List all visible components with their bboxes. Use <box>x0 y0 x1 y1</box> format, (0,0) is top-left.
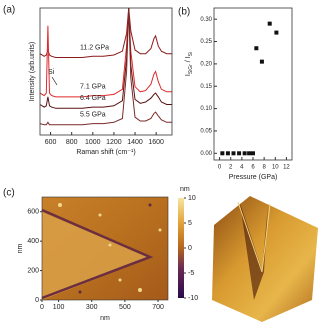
y-tick-label: 0.00 <box>200 151 212 157</box>
x-tick-label: 0 <box>218 165 222 171</box>
x-tick-label: 500 <box>119 304 131 311</box>
plot-frame <box>213 7 293 161</box>
spectrum <box>39 7 172 126</box>
annotation-arrow <box>51 76 58 86</box>
y-tick-label: 0.25 <box>200 39 212 45</box>
y-tick-label: 0 <box>35 297 39 304</box>
y-tick-label: 0.05 <box>200 129 212 135</box>
x-tick-label: 1600 <box>148 139 164 146</box>
x-tick-label: 700 <box>152 304 164 311</box>
x-tick-label: 1000 <box>85 139 101 146</box>
series-label: 6.4 GPa <box>80 95 106 102</box>
annotation: Si <box>48 69 55 76</box>
x-tick-label: 6 <box>251 165 255 171</box>
x-tick-label: 100 <box>53 304 65 311</box>
y-tick-label: 600 <box>27 209 39 216</box>
y-axis-label: ISiGr / ISi <box>185 52 194 76</box>
y-axis-label: Intensity (arb.units) <box>29 42 36 102</box>
point <box>242 151 247 156</box>
x-tick-label: 2 <box>229 165 233 171</box>
colorbar-tick-label: 0 <box>188 245 192 252</box>
panel-label: (a) <box>3 5 15 16</box>
x-tick-label: 0 <box>40 304 44 311</box>
plot-frame <box>41 196 169 301</box>
y-tick-label: 0.20 <box>200 61 212 67</box>
y-tick-label: 400 <box>27 238 39 245</box>
point <box>267 21 272 26</box>
point <box>259 59 264 64</box>
y-axis-label-part: Si <box>188 52 194 56</box>
colorbar <box>178 198 184 298</box>
x-tick-label: 4 <box>240 165 244 171</box>
series-label: 5.5 GPa <box>80 112 106 119</box>
point <box>231 151 236 156</box>
x-axis-label: nm <box>100 315 110 322</box>
x-tick-label: 300 <box>86 304 98 311</box>
y-tick-label: 200 <box>27 267 39 274</box>
x-tick-label: 8 <box>262 165 266 171</box>
x-tick-label: 600 <box>45 139 57 146</box>
y-tick-label: 0.10 <box>200 106 212 112</box>
point <box>225 151 230 156</box>
x-tick-label: 1400 <box>127 139 143 146</box>
x-tick-label: 800 <box>66 139 78 146</box>
point <box>251 151 255 156</box>
y-tick-label: 0.15 <box>200 84 212 90</box>
panel-label: (c) <box>3 188 15 199</box>
x-axis-label: Raman shift (cm⁻¹) <box>76 149 135 156</box>
point <box>220 151 225 156</box>
panel-label: (b) <box>178 7 190 18</box>
y-axis-label: nm <box>17 243 24 253</box>
point <box>247 151 252 156</box>
plot-frame <box>39 7 173 136</box>
y-axis-label-part: I <box>185 74 192 76</box>
colorbar-tick-label: 5 <box>188 220 192 227</box>
colorbar-tick-label: 10 <box>188 195 196 202</box>
y-tick-label: 0.30 <box>200 17 212 23</box>
x-tick-label: 1200 <box>106 139 122 146</box>
x-tick-label: 10 <box>272 165 279 171</box>
x-tick-label: 12 <box>283 165 290 171</box>
afm-image <box>41 197 168 300</box>
colorbar-tick-label: -10 <box>188 295 198 302</box>
colorbar-tick-label: -5 <box>188 270 194 277</box>
afm-3d <box>212 196 318 322</box>
series-label: 11.2 GPa <box>80 44 109 51</box>
point <box>274 30 279 35</box>
x-axis-label: Pressure (GPa) <box>229 174 278 181</box>
spectrum <box>39 7 172 98</box>
spectrum <box>39 7 172 58</box>
point <box>254 46 259 51</box>
series-label: 7.1 GPa <box>80 84 106 91</box>
spectrum <box>39 7 172 109</box>
y-axis-label-part: / I <box>185 56 192 64</box>
colorbar-label: nm <box>180 186 190 193</box>
point <box>237 151 242 156</box>
y-axis-label-part: SiGr <box>188 64 194 74</box>
